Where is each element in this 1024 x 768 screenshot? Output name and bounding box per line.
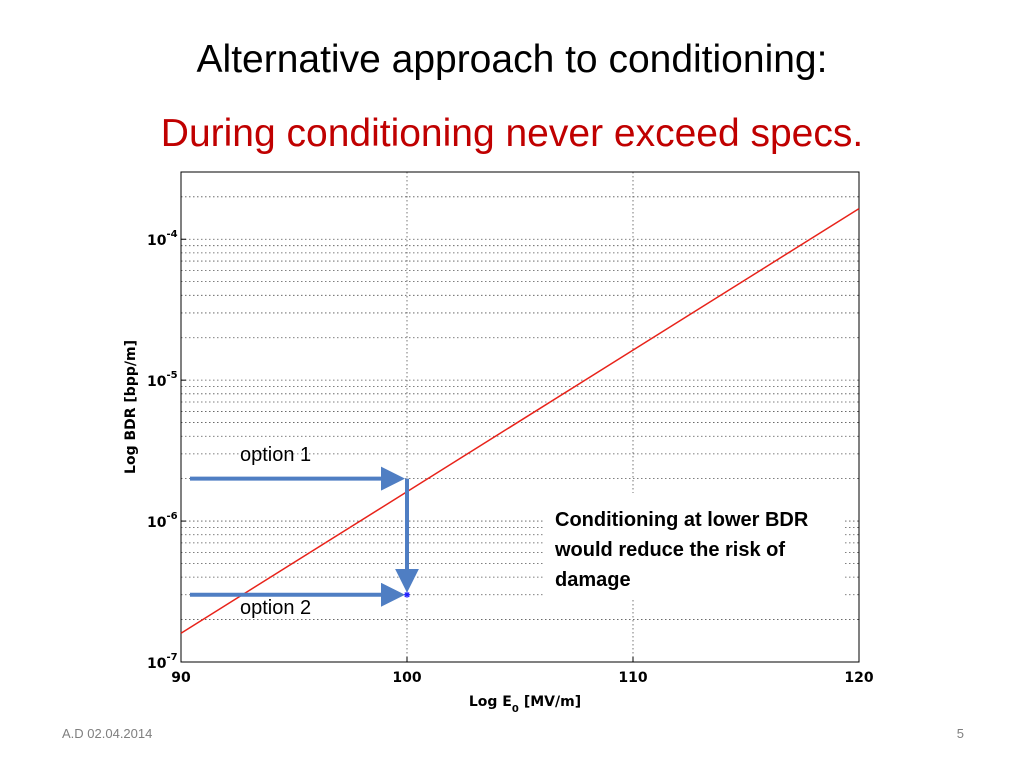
y-axis-label: Log BDR [bpp/m]: [123, 340, 139, 474]
x-tick-label: 90: [171, 670, 191, 686]
axis-ticks: 90 100 110 120 10-7 10-6 10-5 10-4: [147, 229, 874, 686]
x-axis-label-main: Log E: [469, 694, 512, 710]
series-line: [180, 207, 860, 634]
option-2-label: option 2: [240, 597, 312, 619]
x-axis-label: Log E0 [MV/m]: [469, 694, 581, 715]
x-tick-label: 110: [618, 670, 647, 686]
series-layer: [180, 207, 860, 634]
note-line: would reduce the risk of: [555, 539, 786, 561]
footer-date: A.D 02.04.2014: [62, 726, 153, 741]
point-layer: [404, 591, 410, 598]
slide-title: Alternative approach to conditioning:: [196, 38, 828, 81]
data-point: [404, 591, 410, 598]
y-tick-label: 10-6: [147, 511, 178, 531]
plot-frame: [180, 171, 860, 663]
note-box: Conditioning at lower BDR would reduce t…: [545, 493, 845, 598]
x-axis-label-sub: 0: [512, 704, 519, 715]
option-1-label: option 1: [240, 444, 312, 466]
x-tick-label: 100: [392, 670, 421, 686]
page-number: 5: [956, 726, 964, 741]
slide-subtitle: During conditioning never exceed specs.: [160, 112, 864, 155]
note-line: damage: [555, 569, 631, 591]
y-tick-label: 10-7: [147, 652, 178, 672]
x-tick-label: 120: [844, 670, 873, 686]
arrow-layer: [190, 466, 419, 607]
note-line: Conditioning at lower BDR: [555, 509, 809, 531]
y-tick-label: 10-4: [147, 229, 178, 249]
x-axis-label-unit: [MV/m]: [524, 694, 581, 710]
y-tick-label: 10-5: [147, 370, 178, 390]
